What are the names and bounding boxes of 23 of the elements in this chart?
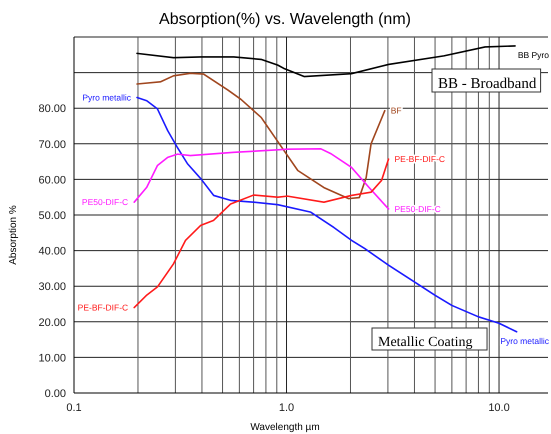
y-tick-label: 10.00 — [38, 352, 66, 364]
y-tick-label: 50.00 — [38, 210, 66, 222]
x-tick-label: 1.0 — [278, 402, 294, 414]
x-axis-title: Wavelength µm — [250, 422, 320, 433]
series-label: BB Pyro — [518, 50, 550, 60]
series-label: PE-BF-DIF-C — [78, 302, 128, 313]
series-label: Pyro metallic — [82, 92, 132, 103]
series-label: PE50-DIF-C — [82, 197, 128, 208]
chart-title: Absorption(%) vs. Wavelength (nm) — [159, 11, 411, 28]
series-label: BF — [390, 106, 402, 116]
y-tick-label: 0.00 — [44, 388, 66, 400]
y-tick-label: 40.00 — [38, 246, 66, 258]
y-tick-label: 20.00 — [38, 316, 66, 329]
text: Pyro metallic — [500, 336, 549, 346]
y-tick-label: 30.00 — [38, 281, 66, 294]
x-tick-label: 10.0 — [488, 402, 510, 414]
annotation: BB - Broadband — [438, 76, 537, 92]
x-tick-label: 0.1 — [66, 402, 82, 414]
annotation: Metallic Coating — [378, 335, 472, 350]
y-axis-title: Absorption % — [8, 205, 19, 265]
y-tick-label: 80.00 — [38, 103, 66, 116]
y-tick-label: 70.00 — [38, 138, 66, 151]
y-tick-label: 60.00 — [38, 174, 66, 186]
